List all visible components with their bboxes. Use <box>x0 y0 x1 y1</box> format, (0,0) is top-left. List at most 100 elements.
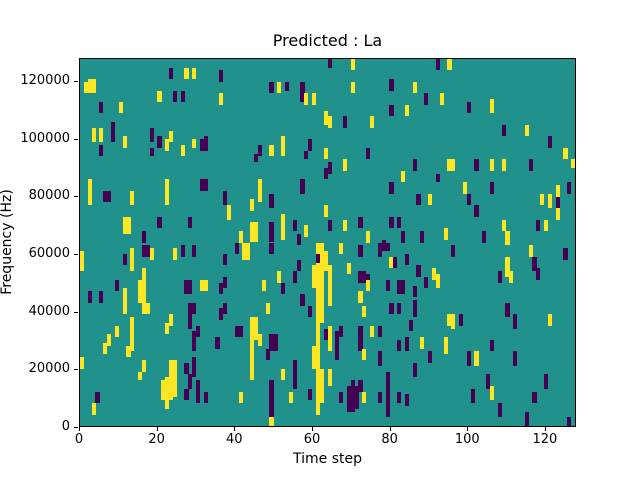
y-tick-label: 0 <box>61 419 70 434</box>
heatmap-cell <box>180 90 185 102</box>
heatmap-cell <box>107 334 112 346</box>
heatmap-cell <box>110 122 116 143</box>
heatmap-cell <box>312 93 317 105</box>
heatmap-cell <box>138 279 143 303</box>
heatmap-cell <box>281 368 286 381</box>
x-tick-mark <box>467 427 469 431</box>
heatmap-cell <box>420 231 425 243</box>
heatmap-cell <box>501 159 506 171</box>
heatmap-cell <box>489 339 495 352</box>
heatmap-cell <box>555 196 560 209</box>
heatmap-cell <box>203 279 208 292</box>
heatmap-cell <box>397 302 402 315</box>
heatmap-cell <box>501 124 506 137</box>
heatmap-cell <box>501 219 506 232</box>
heatmap-cell <box>366 147 371 160</box>
heatmap-cell <box>555 185 560 197</box>
heatmap-cell <box>141 360 147 372</box>
heatmap-cell <box>122 136 127 148</box>
heatmap-cell <box>370 325 375 338</box>
heatmap-cell <box>346 262 351 275</box>
heatmap-cell <box>362 305 367 318</box>
heatmap-cell <box>358 216 363 229</box>
heatmap-cell <box>161 380 166 401</box>
heatmap-cell <box>165 139 170 151</box>
x-tick-label: 0 <box>74 432 84 447</box>
y-tick-label: 80000 <box>28 188 70 204</box>
x-tick-mark <box>79 427 80 431</box>
heatmap-cell <box>157 216 162 229</box>
heatmap-cell <box>199 179 205 191</box>
heatmap-cell <box>172 90 177 102</box>
y-tick-label: 100000 <box>20 130 70 146</box>
heatmap-cell <box>300 294 305 306</box>
heatmap-cell <box>99 102 104 114</box>
heatmap-cell <box>172 360 177 381</box>
heatmap-cell <box>168 314 174 326</box>
heatmap-cell <box>567 182 572 194</box>
heatmap-cell <box>273 334 278 352</box>
heatmap-cell <box>509 271 514 283</box>
heatmap-cell <box>362 348 367 361</box>
y-tick-mark <box>74 81 78 83</box>
heatmap-cell <box>269 145 274 157</box>
heatmap-cell <box>130 317 135 352</box>
heatmap-cell <box>474 159 479 171</box>
heatmap-cell <box>145 245 150 257</box>
heatmap-cell <box>269 242 274 254</box>
heatmap-cell <box>292 360 297 389</box>
heatmap-cell <box>339 391 344 404</box>
heatmap-cell <box>323 251 328 272</box>
heatmap-cell <box>377 242 382 257</box>
x-tick-label: 60 <box>303 432 321 447</box>
heatmap-cell <box>203 136 208 151</box>
heatmap-cell <box>284 81 290 91</box>
heatmap-cell <box>95 391 100 404</box>
heatmap-cell <box>122 288 127 315</box>
heatmap-cell <box>358 380 363 392</box>
x-tick-mark <box>234 427 236 431</box>
heatmap-cell <box>431 268 437 280</box>
heatmap-cell <box>281 282 286 295</box>
heatmap-cell <box>157 136 162 148</box>
heatmap-cell <box>308 139 313 151</box>
heatmap-cells-layer <box>80 59 575 426</box>
heatmap-cell <box>184 362 189 375</box>
heatmap-cell <box>269 334 274 352</box>
heatmap-cell <box>122 216 127 234</box>
heatmap-cell <box>265 348 270 361</box>
x-tick-label: 40 <box>226 432 243 447</box>
heatmap-cell <box>126 216 131 234</box>
heatmap-cell <box>532 391 537 404</box>
x-tick-mark <box>544 427 546 431</box>
heatmap-cell <box>346 385 351 412</box>
heatmap-cell <box>404 104 409 117</box>
heatmap-cell <box>103 190 108 203</box>
heatmap-cell <box>486 374 491 389</box>
heatmap-cell <box>547 193 553 209</box>
heatmap-cell <box>196 325 201 338</box>
heatmap-cell <box>226 205 232 220</box>
heatmap-cell <box>420 337 425 349</box>
heatmap-cell <box>103 342 108 355</box>
heatmap-cell <box>165 377 170 401</box>
heatmap-cell <box>118 102 123 114</box>
heatmap-cell <box>563 248 568 260</box>
heatmap-cell <box>254 153 259 163</box>
heatmap-cell <box>188 279 193 295</box>
chart-title: Predicted : La <box>272 31 383 50</box>
heatmap-cell <box>412 299 417 318</box>
heatmap-cell <box>505 302 510 318</box>
heatmap-cell <box>87 79 92 94</box>
heatmap-cell <box>474 205 479 217</box>
heatmap-cell <box>424 276 429 289</box>
heatmap-cell <box>99 145 104 157</box>
heatmap-cell <box>366 231 371 243</box>
heatmap-cell <box>385 371 390 386</box>
heatmap-cell <box>168 67 174 80</box>
heatmap-cell <box>157 90 162 102</box>
heatmap-cell <box>215 337 220 349</box>
heatmap-cell <box>246 242 251 260</box>
heatmap-cell <box>362 271 367 283</box>
